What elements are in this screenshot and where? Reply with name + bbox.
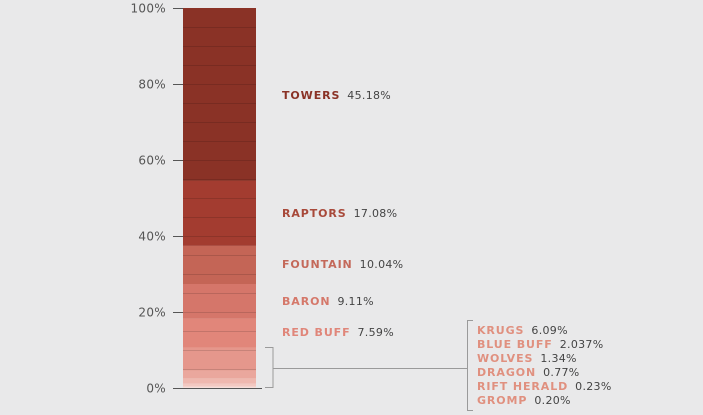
y-tick-label: 80% [138,78,166,92]
category-label: KRUGS [477,324,524,337]
grid-layer [183,27,256,370]
bar-segment-baron [183,284,256,319]
category-label: RED BUFF [282,326,351,339]
bar-segment-dragon [183,383,256,387]
category-label: TOWERS [282,89,340,102]
bar-segment-red-buff [183,318,256,348]
y-tick-label: 0% [146,382,166,396]
bar-segment-gromp [183,387,256,388]
value-label: 10.04% [360,258,404,271]
bar-bracket [265,347,274,388]
value-label: 0.20% [534,394,570,407]
value-label: 6.09% [531,324,567,337]
category-label: GROMP [477,394,527,407]
category-label: WOLVES [477,352,533,365]
label-blue-buff: BLUE BUFF 2.037% [477,338,603,351]
category-label: DRAGON [477,366,536,379]
y-tick-label: 60% [138,154,166,168]
value-label: 2.037% [560,338,604,351]
bar-segment-towers [183,8,256,181]
label-dragon: DRAGON 0.77% [477,366,580,379]
category-label: RAPTORS [282,207,347,220]
value-label: 0.23% [575,380,611,393]
value-label: 1.34% [540,352,576,365]
label-towers: TOWERS 45.18% [282,89,391,102]
y-tick-label: 20% [138,306,166,320]
label-baron: BARON 9.11% [282,295,374,308]
small-segments-bracket [265,320,473,411]
bar-layer [183,8,256,388]
category-label: BARON [282,295,330,308]
value-label: 9.11% [337,295,373,308]
label-wolves: WOLVES 1.34% [477,352,577,365]
bar-segment-rift-herald [183,386,256,388]
category-label: RIFT HERALD [477,380,568,393]
category-label: BLUE BUFF [477,338,553,351]
value-label: 45.18% [347,89,391,102]
label-fountain: FOUNTAIN 10.04% [282,258,403,271]
label-red-buff: RED BUFF 7.59% [282,326,394,339]
value-label: 7.59% [358,326,394,339]
label-krugs: KRUGS 6.09% [477,324,568,337]
value-label: 17.08% [354,207,398,220]
y-tick-label: 40% [138,230,166,244]
list-bracket [467,320,473,411]
category-label: FOUNTAIN [282,258,353,271]
label-gromp: GROMP 0.20% [477,394,571,407]
bar-segment-blue-buff [183,370,256,379]
value-label: 0.77% [543,366,579,379]
label-raptors: RAPTORS 17.08% [282,207,397,220]
bar-segment-raptors [183,180,256,246]
label-rift-herald: RIFT HERALD 0.23% [477,380,612,393]
bar-segment-krugs [183,347,256,371]
segment-labels: TOWERS 45.18% RAPTORS 17.08% FOUNTAIN 10.04% B… [282,89,612,407]
bar-segment-fountain [183,245,256,285]
y-axis: 0% 20% 40% 60% 80% 100% [130,2,262,396]
y-tick-label: 100% [130,2,166,16]
bar-segment-wolves [183,378,256,384]
